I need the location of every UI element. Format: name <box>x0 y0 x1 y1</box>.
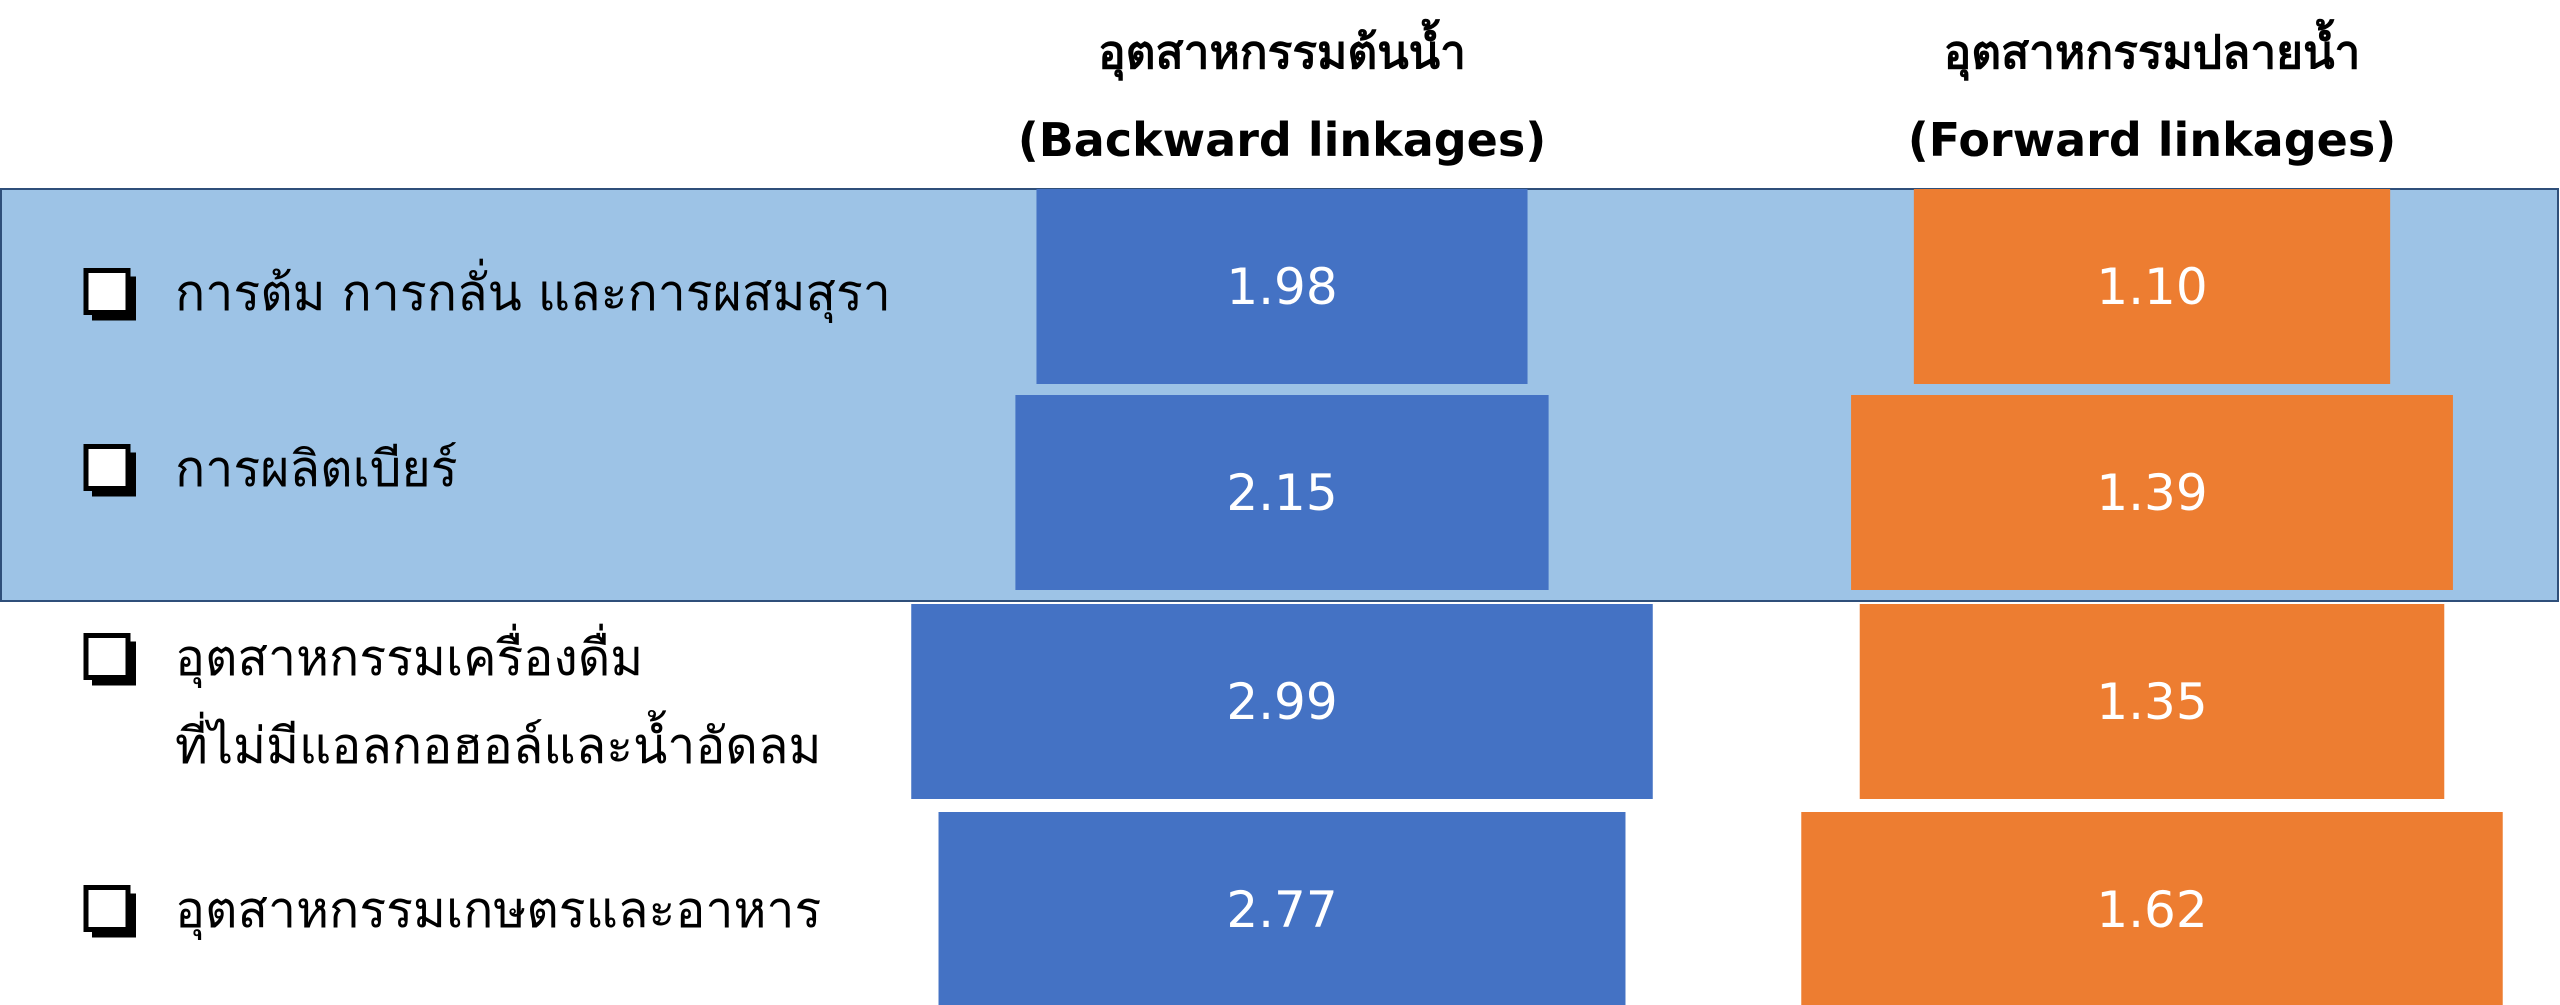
category-label: การต้ม การกลั่น และการผสมสุรา <box>175 263 891 322</box>
category-label: การผลิตเบียร์ <box>175 439 458 498</box>
value-label: 1.98 <box>1226 257 1338 316</box>
series-header: อุตสาหกรรมปลายน้ำ (Forward linkages) <box>1907 25 2397 167</box>
category-label: อุตสาหกรรมเครื่องดื่ม ที่ไม่มีแอลกอฮอล์แ… <box>175 628 822 775</box>
checkbox <box>83 268 131 315</box>
bar <box>938 812 1626 1005</box>
series-header: อุตสาหกรรมต้นน้ำ (Backward linkages) <box>1017 25 1547 167</box>
bar <box>911 604 1653 799</box>
value-label: 1.39 <box>2096 463 2208 522</box>
value-label: 2.99 <box>1226 672 1338 731</box>
bar <box>1015 395 1549 590</box>
checkbox <box>83 444 131 491</box>
checkbox <box>83 885 131 932</box>
value-label: 2.77 <box>1226 880 1338 939</box>
checkbox <box>83 633 131 680</box>
value-label: 1.10 <box>2096 257 2208 316</box>
bar <box>1851 395 2453 590</box>
category-label: อุตสาหกรรมเกษตรและอาหาร <box>175 880 822 939</box>
value-label: 1.35 <box>2096 672 2208 731</box>
bar <box>1036 189 1528 384</box>
bar <box>1859 604 2445 799</box>
bar <box>1801 812 2503 1005</box>
value-label: 2.15 <box>1226 463 1338 522</box>
value-label: 1.62 <box>2096 880 2208 939</box>
bar <box>1913 189 2391 384</box>
